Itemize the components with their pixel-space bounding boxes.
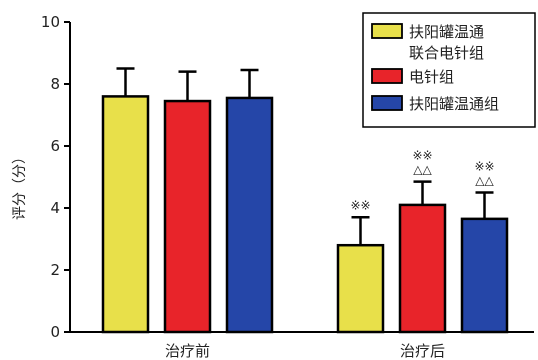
- bar: [336, 243, 385, 334]
- y-tick-label: 8: [50, 75, 60, 93]
- significance-label: ※※: [474, 160, 494, 174]
- y-tick-label: 6: [50, 137, 60, 155]
- significance-label: ※※: [350, 198, 370, 212]
- bar: [225, 96, 274, 334]
- legend-swatch: [371, 95, 403, 111]
- legend-swatch: [371, 23, 403, 39]
- significance-label: △△: [475, 174, 494, 188]
- legend-label: 扶阳罐温通组: [409, 95, 499, 113]
- bar: [101, 95, 150, 334]
- legend-label: 扶阳罐温通: [409, 23, 484, 41]
- legend-swatch: [371, 68, 403, 84]
- bar: [460, 217, 509, 334]
- significance-label: ※※: [412, 149, 432, 163]
- y-tick-label: 4: [50, 199, 60, 217]
- x-tick-label: 治疗前: [165, 342, 210, 360]
- y-tick-label: 10: [41, 13, 60, 31]
- significance-label: △△: [413, 163, 432, 177]
- bar: [163, 99, 212, 334]
- y-tick-label: 2: [50, 261, 60, 279]
- bar: [398, 203, 447, 334]
- x-tick-label: 治疗后: [400, 342, 445, 360]
- y-tick-label: 0: [50, 323, 60, 341]
- legend-label: 联合电针组: [409, 44, 484, 62]
- bars: ※※※※△△ ※※△△: [101, 67, 509, 334]
- legend-label: 电针组: [409, 68, 454, 86]
- y-axis-label: 评分（分）: [12, 150, 28, 220]
